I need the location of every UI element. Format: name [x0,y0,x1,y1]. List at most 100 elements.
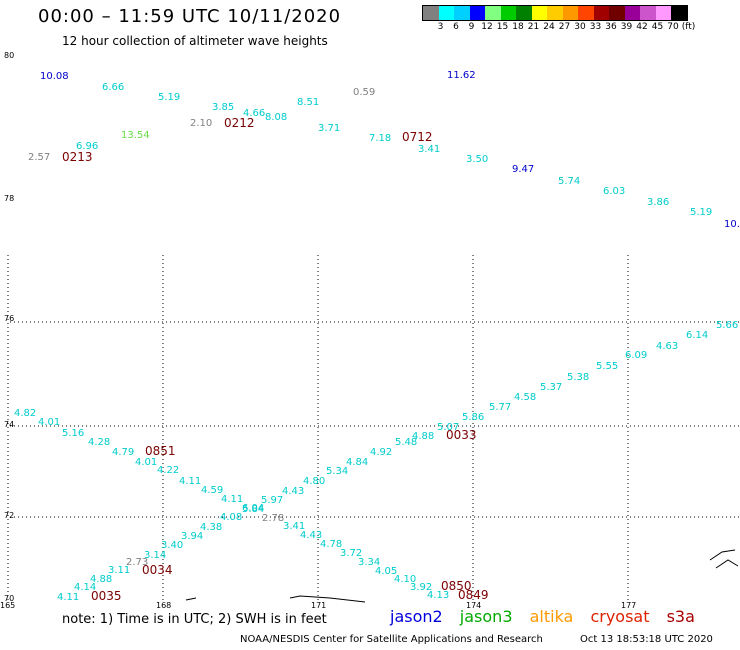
map-subtitle: 12 hour collection of altimeter wave hei… [62,34,328,48]
scale-swatch [469,6,485,20]
wave-height-label: 3.40 [161,540,183,551]
legend-cryosat: cryosat [590,607,650,626]
scale-label: 45 [651,22,664,32]
wave-height-label: 8.08 [265,112,287,123]
wave-height-label: 4.10 [394,574,416,585]
lon-label: 165 [0,601,15,610]
scale-swatch [485,6,501,20]
scale-label: 12 [481,22,493,32]
scale-swatch [531,6,547,20]
wave-height-label: 2.57 [28,152,50,163]
scale-swatch [655,6,671,20]
wave-height-label: 3.86 [647,197,669,208]
wave-height-label: 3.94 [181,531,203,542]
wave-height-label: 5.38 [567,372,589,383]
lon-label: 168 [156,601,171,610]
wave-height-label: 9.47 [512,164,534,175]
lat-label: 74 [4,420,14,429]
scale-label: 21 [527,22,540,32]
wave-height-label: 3.41 [283,521,305,532]
wave-height-label: 5.48 [395,437,417,448]
wave-height-label: 2.73 [126,557,148,568]
wave-height-label: 5.16 [62,428,84,439]
scale-swatch [593,6,609,20]
scale-label: (ft) [681,22,696,32]
scale-label: 30 [574,22,586,32]
scale-swatch [624,6,640,20]
wave-height-label: 13.54 [121,130,150,141]
wave-height-label: 3.85 [212,102,234,113]
wave-height-label: 5.19 [158,92,180,103]
wave-height-label: 6.14 [686,330,708,341]
wave-height-label: 3.72 [340,548,362,559]
scale-swatch [423,6,439,20]
pass-time-label: 0213 [62,150,93,164]
wave-height-label: 4.05 [375,566,397,577]
pass-time-label: 0035 [91,589,122,603]
lat-label: 80 [4,51,14,60]
wave-height-label: 4.80 [303,476,325,487]
wave-height-label: 3.34 [358,557,380,568]
color-scale-bar [422,5,688,21]
wave-height-label: 4.63 [656,341,678,352]
wave-height-label: 4.58 [514,392,536,403]
lon-labels: 165 168 171 174 177 [0,601,636,610]
pass-time-label: 0850 [441,579,472,593]
wave-height-label: 4.11 [179,476,201,487]
wave-height-label: 5.66 [716,320,738,331]
coastline [185,549,739,603]
wave-height-label: 6.96 [76,141,98,152]
wave-height-label: 4.01 [38,417,60,428]
wave-height-label: 3.11 [108,565,130,576]
scale-label: 42 [636,22,648,32]
wave-height-label: 3.71 [318,123,340,134]
wave-height-label: 4.13 [427,590,449,601]
coastline-south [289,595,366,603]
scale-swatch [500,6,516,20]
scale-label: 3 [437,22,444,32]
scale-swatch [609,6,625,20]
pass-time-label: 0034 [142,563,173,577]
wave-height-label: 5.19 [690,207,712,218]
pass-time-label: 0033 [446,428,477,442]
wave-height-label: 4.78 [320,539,342,550]
wave-height-label: 4.22 [157,465,179,476]
lat-label: 70 [4,594,14,603]
scale-swatch [454,6,470,20]
scale-label: 9 [468,22,475,32]
legend-altika: altika [529,607,574,626]
pass-time-label: 0849 [458,588,489,602]
wave-height-label: 4.43 [300,530,322,541]
wave-height-label: 3.92 [410,582,432,593]
wave-height-label: 10. [724,219,740,230]
wave-height-label: 10.08 [40,71,69,82]
scale-label: 27 [558,22,571,32]
wave-height-label: 3.50 [466,154,488,165]
wave-height-label: 7.18 [369,133,391,144]
wave-height-label: 4.11 [57,592,79,603]
pass-time-label: 0851 [145,444,176,458]
coastline-southwest [185,597,197,601]
scale-label: 39 [620,22,633,32]
scale-label: 15 [496,22,509,32]
wave-height-label: 5.97 [261,495,283,506]
wave-height-label: 4.14 [74,582,96,593]
wave-height-label: 6.09 [625,350,647,361]
wave-height-label: 4.66 [243,108,265,119]
wave-height-label: 4.28 [88,437,110,448]
lat-labels: 80 78 76 74 72 70 [4,51,14,603]
generation-timestamp: Oct 13 18:53:18 UTC 2020 [580,634,713,645]
wave-height-label: 3.41 [418,144,440,155]
coastline-east [709,549,739,569]
wave-height-label: 5.84 [242,504,264,515]
wave-height-label: 6.04 [242,503,264,514]
wave-height-label: 5.07 [437,422,459,433]
legend-jason3: jason3 [459,607,513,626]
wave-height-label: 6.66 [102,82,124,93]
scale-label: 18 [512,22,524,32]
wave-height-label: 4.59 [201,485,223,496]
legend-s3a: s3a [666,607,695,626]
wave-height-label: 8.51 [297,97,319,108]
wave-height-label: 5.77 [489,402,511,413]
